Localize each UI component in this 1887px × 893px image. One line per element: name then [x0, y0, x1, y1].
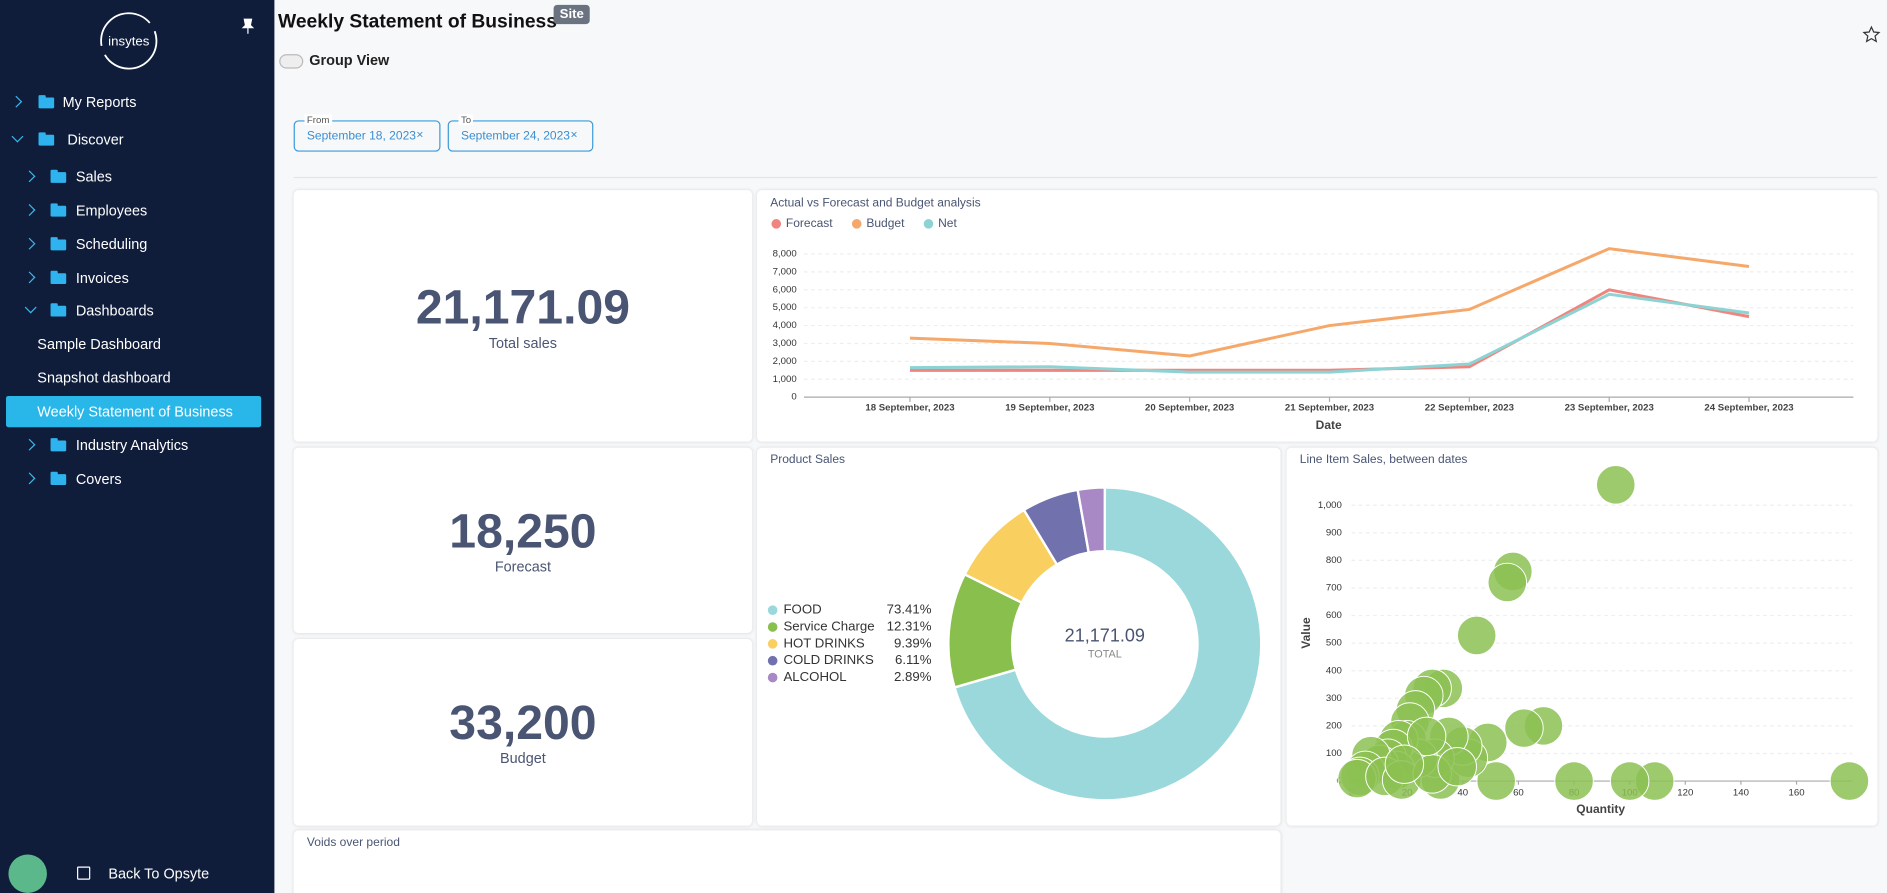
chart-card	[757, 190, 1878, 442]
nav-label: Industry Analytics	[75, 436, 189, 454]
filter-value: September 24, 2023	[460, 129, 571, 144]
nav-item[interactable]: Covers	[0, 463, 274, 494]
kpi-card: 21,171.09 Total sales	[293, 190, 753, 442]
chart-card	[1286, 447, 1878, 826]
nav-label: Employees	[75, 202, 148, 220]
chart-card: Voids over period	[293, 830, 1281, 893]
nav-item[interactable]: Scheduling	[0, 229, 274, 260]
kpi-label: Budget	[500, 749, 546, 767]
filter-value: September 18, 2023	[306, 129, 416, 144]
nav-item-active[interactable]: Weekly Statement of Business	[6, 395, 262, 428]
nav-label: Scheduling	[75, 235, 148, 253]
back-link[interactable]: Back To Opsyte	[77, 858, 270, 889]
kpi-value: 33,200	[449, 696, 597, 750]
logo-text: insytes	[108, 34, 150, 49]
nav-item[interactable]: Discover	[0, 124, 274, 155]
nav-label: Covers	[75, 470, 122, 488]
nav-label: Dashboards	[75, 302, 154, 319]
kpi-card: 33,200 Budget	[293, 639, 753, 826]
star-icon[interactable]	[1862, 25, 1881, 44]
toggle[interactable]	[279, 54, 304, 69]
nav-item[interactable]: Snapshot dashboard	[37, 362, 170, 393]
nav-label: Sample Dashboard	[37, 335, 161, 353]
nav-item[interactable]: Dashboards	[0, 295, 274, 326]
nav-label: My Reports	[62, 93, 137, 111]
nav-label: Discover	[67, 131, 124, 149]
nav-item[interactable]: Sample Dashboard	[37, 329, 161, 360]
page-title: Weekly Statement of Business	[278, 12, 557, 33]
kpi-label: Forecast	[494, 558, 552, 576]
kpi-card: 18,250 Forecast	[293, 447, 753, 634]
nav-label: Sales	[75, 168, 112, 186]
filter-label: From	[304, 114, 332, 126]
nav-item[interactable]: Sales	[0, 161, 274, 192]
back-label: Back To Opsyte	[108, 865, 210, 883]
nav-item[interactable]: Invoices	[0, 262, 274, 293]
divider	[293, 176, 1878, 179]
chat-button[interactable]	[8, 854, 47, 893]
nav-item[interactable]: My Reports	[0, 87, 274, 118]
nav-item[interactable]: Employees	[0, 195, 274, 226]
card-title: Voids over period	[306, 836, 400, 850]
badge: Site	[553, 4, 590, 25]
clear-icon[interactable]: ×	[416, 128, 424, 143]
filter-label: To	[458, 114, 474, 126]
nav-item[interactable]: Industry Analytics	[0, 430, 274, 461]
kpi-value: 21,171.09	[415, 281, 630, 335]
nav-label: Snapshot dashboard	[37, 369, 171, 387]
chart-card	[757, 447, 1281, 826]
nav-label: Weekly Statement of Business	[37, 403, 233, 421]
date-filter[interactable]: From September 18, 2023 ×	[293, 114, 441, 152]
kpi-label: Total sales	[488, 334, 558, 352]
kpi-value: 18,250	[449, 505, 597, 559]
date-filter[interactable]: To September 24, 2023 ×	[447, 114, 594, 152]
pin-icon[interactable]	[241, 18, 255, 35]
nav-label: Invoices	[75, 269, 129, 287]
sidebar: insytes My Reports Discover Sales Employ…	[0, 0, 275, 893]
toggle-label: Group View	[309, 51, 390, 69]
logo: insytes	[100, 12, 158, 70]
clear-icon[interactable]: ×	[570, 128, 578, 143]
